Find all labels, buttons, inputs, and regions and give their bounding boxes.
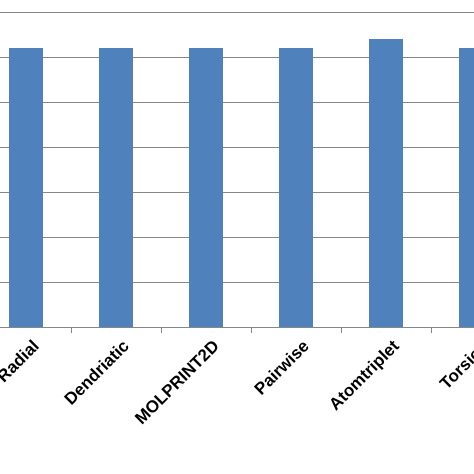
bar-atomtriplet	[369, 39, 403, 327]
bar-torsion	[459, 48, 474, 327]
x-tick-label: Pairwise	[251, 336, 313, 398]
gridlines	[0, 12, 474, 283]
bar-molprint2d	[189, 48, 223, 327]
bars	[9, 39, 474, 327]
x-tick-label: Radial	[0, 336, 43, 386]
bar-pairwise	[279, 48, 313, 327]
bar-dendriatic	[99, 48, 133, 327]
x-tick-label: Atomtriplet	[325, 336, 403, 414]
x-axis	[0, 327, 474, 333]
x-tick-label: MOLPRINT2D	[131, 336, 223, 428]
bar-radial	[9, 48, 43, 327]
x-tick-label: Dendriatic	[61, 336, 133, 408]
x-tick-label: Torsion	[436, 336, 474, 393]
